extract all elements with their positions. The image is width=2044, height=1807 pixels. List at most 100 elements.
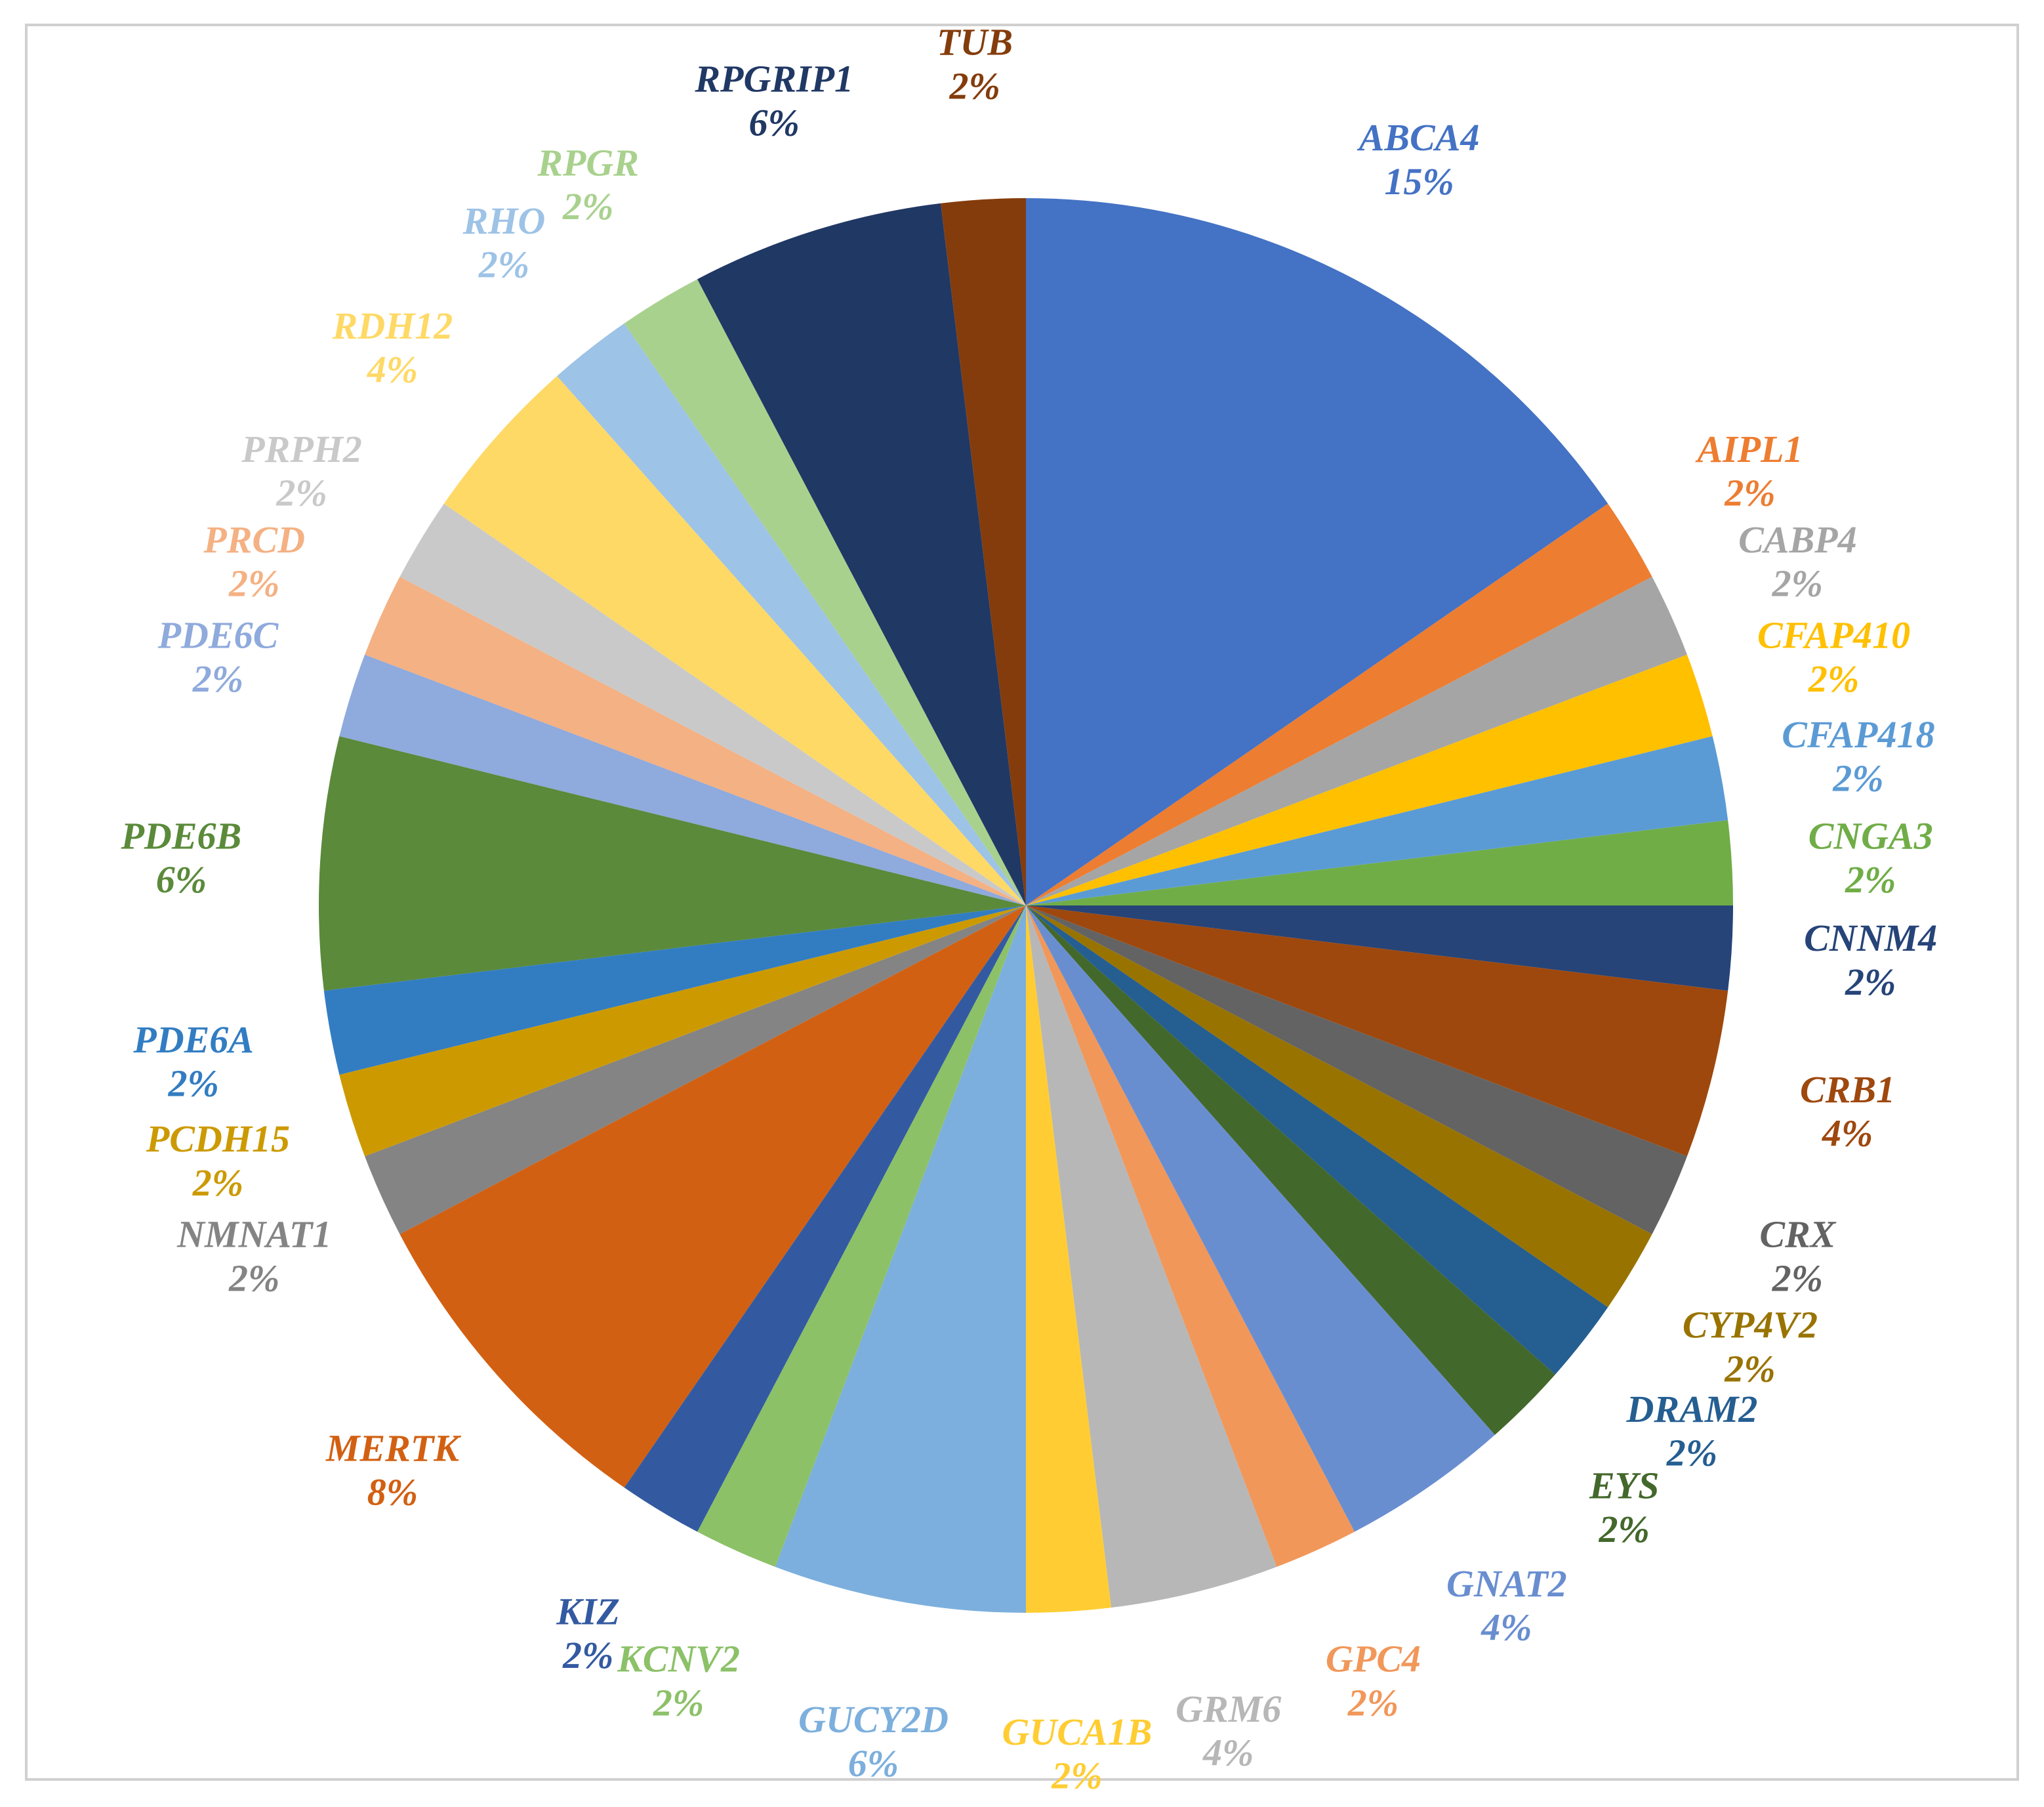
pie-label-name: CNNM4 <box>1804 917 1937 959</box>
pie-label-percent: 2% <box>1724 472 1775 514</box>
pie-slice-tub <box>941 198 1026 905</box>
pie-label-name: CNGA3 <box>1809 814 1933 857</box>
pie-slice-kiz <box>624 905 1026 1532</box>
pie-label-percent: 2% <box>276 472 327 514</box>
pie-label-name: ABCA4 <box>1357 116 1480 159</box>
pie-label-name: PRPH2 <box>241 428 362 470</box>
pie-label-name: AIPL1 <box>1695 428 1803 470</box>
pie-label-name: GUCA1B <box>1002 1711 1152 1753</box>
pie-label-cnga3: CNGA3 2% <box>1809 814 1933 901</box>
pie-label-percent: 2% <box>949 64 1000 107</box>
pie-label-percent: 2% <box>228 1257 279 1299</box>
pie-label-cfap418: CFAP418 2% <box>1782 713 1934 800</box>
pie-label-name: RDH12 <box>332 304 453 347</box>
pie-slice-prph2 <box>399 503 1026 905</box>
pie-label-percent: 2% <box>228 562 279 605</box>
pie-label-name: PRCD <box>203 518 305 561</box>
pie-label-name: PDE6A <box>133 1018 254 1061</box>
pie-slice-crx <box>1026 905 1687 1234</box>
pie-slice-gucy2d <box>775 905 1026 1613</box>
pie-label-grm6: GRM6 4% <box>1175 1688 1281 1774</box>
pie-label-rpgrip1: RPGRIP1 6% <box>694 58 853 144</box>
pie-label-name: CFAP418 <box>1782 713 1934 756</box>
pie-label-name: NMNAT1 <box>176 1213 331 1256</box>
pie-slice-rpgrip1 <box>697 203 1026 905</box>
pie-slice-nmnat1 <box>365 905 1026 1234</box>
pie-label-name: PDE6B <box>121 814 242 857</box>
pie-label-percent: 6% <box>156 858 207 901</box>
pie-label-gucy2d: GUCY2D 6% <box>798 1698 949 1785</box>
pie-label-name: KIZ <box>556 1590 620 1632</box>
pie-label-percent: 2% <box>562 1634 613 1676</box>
pie-label-name: PCDH15 <box>146 1117 290 1160</box>
pie-label-name: EYS <box>1589 1464 1659 1506</box>
pie-slice-guca1b <box>1026 905 1111 1613</box>
pie-label-rpgr: RPGR 2% <box>537 141 639 228</box>
pie-label-gpc4: GPC4 2% <box>1326 1638 1421 1724</box>
pie-label-percent: 2% <box>1808 657 1859 700</box>
pie-slice-prcd <box>365 577 1026 905</box>
pie-label-name: PDE6C <box>157 614 279 657</box>
pie-label-percent: 8% <box>367 1470 418 1513</box>
pie-label-name: GPC4 <box>1326 1638 1421 1680</box>
pie-label-percent: 2% <box>562 185 613 228</box>
pie-slice-rdh12 <box>443 376 1026 905</box>
pie-slice-pde6b <box>319 736 1027 991</box>
pie-label-percent: 2% <box>192 657 243 700</box>
pie-label-percent: 4% <box>367 348 418 391</box>
pie-label-pcdh15: PCDH15 2% <box>146 1117 290 1204</box>
pie-slice-cfap410 <box>1026 654 1713 905</box>
pie-label-nmnat1: NMNAT1 2% <box>176 1213 331 1300</box>
pie-slice-gpc4 <box>1026 905 1355 1567</box>
pie-slice-eys <box>1026 905 1555 1435</box>
pie-label-percent: 2% <box>1845 961 1896 1003</box>
pie-slice-aipl1 <box>1026 503 1652 905</box>
pie-label-percent: 15% <box>1384 160 1454 203</box>
pie-label-percent: 4% <box>1202 1732 1254 1774</box>
pie-label-name: RPGR <box>537 141 639 184</box>
pie-label-percent: 2% <box>653 1681 704 1724</box>
pie-label-eys: EYS 2% <box>1589 1464 1659 1550</box>
pie-label-percent: 2% <box>1347 1681 1399 1724</box>
pie-label-percent: 4% <box>1481 1606 1532 1649</box>
pie-slice-grm6 <box>1026 905 1277 1608</box>
pie-label-aipl1: AIPL1 2% <box>1695 428 1803 514</box>
pie-slice-pde6a <box>323 905 1026 1075</box>
pie-label-percent: 2% <box>478 243 529 286</box>
pie-label-pde6b: PDE6B 6% <box>121 814 242 901</box>
pie-label-rdh12: RDH12 4% <box>332 304 453 391</box>
pie-label-percent: 2% <box>1845 858 1896 901</box>
pie-label-name: CABP4 <box>1738 518 1857 561</box>
pie-label-name: CYP4V2 <box>1683 1304 1818 1346</box>
pie-label-percent: 2% <box>167 1062 218 1105</box>
pie-slice-dram2 <box>1026 905 1608 1375</box>
pie-slice-rho <box>557 323 1026 906</box>
pie-slice-gnat2 <box>1026 905 1495 1532</box>
pie-slice-cyp4v2 <box>1026 905 1652 1308</box>
pie-label-name: MERTK <box>325 1427 461 1470</box>
pie-label-percent: 2% <box>1051 1755 1102 1797</box>
pie-label-prcd: PRCD 2% <box>203 518 305 605</box>
pie-label-rho: RHO 2% <box>462 199 546 286</box>
pie-label-name: GRM6 <box>1175 1688 1281 1730</box>
pie-label-percent: 2% <box>192 1161 243 1204</box>
pie-label-name: RHO <box>462 199 546 242</box>
pie-label-gnat2: GNAT2 4% <box>1446 1562 1567 1649</box>
pie-label-prph2: PRPH2 2% <box>241 428 362 514</box>
pie-label-percent: 6% <box>848 1742 899 1785</box>
pie-label-percent: 6% <box>749 101 800 144</box>
pie-label-abca4: ABCA4 15% <box>1357 116 1480 203</box>
pie-label-name: TUB <box>937 21 1013 64</box>
pie-slice-crb1 <box>1026 905 1728 1157</box>
pie-slice-abca4 <box>1026 198 1608 905</box>
pie-label-cnnm4: CNNM4 2% <box>1804 917 1937 1003</box>
pie-label-tub: TUB 2% <box>937 21 1013 108</box>
pie-label-guca1b: GUCA1B 2% <box>1002 1711 1152 1797</box>
pie-label-pde6a: PDE6A 2% <box>133 1018 254 1105</box>
pie-label-kcnv2: KCNV2 2% <box>617 1638 740 1724</box>
pie-label-percent: 4% <box>1822 1112 1873 1155</box>
pie-label-name: CRX <box>1759 1213 1836 1256</box>
pie-label-pde6c: PDE6C 2% <box>157 614 279 701</box>
pie-label-mertk: MERTK 8% <box>325 1427 461 1514</box>
